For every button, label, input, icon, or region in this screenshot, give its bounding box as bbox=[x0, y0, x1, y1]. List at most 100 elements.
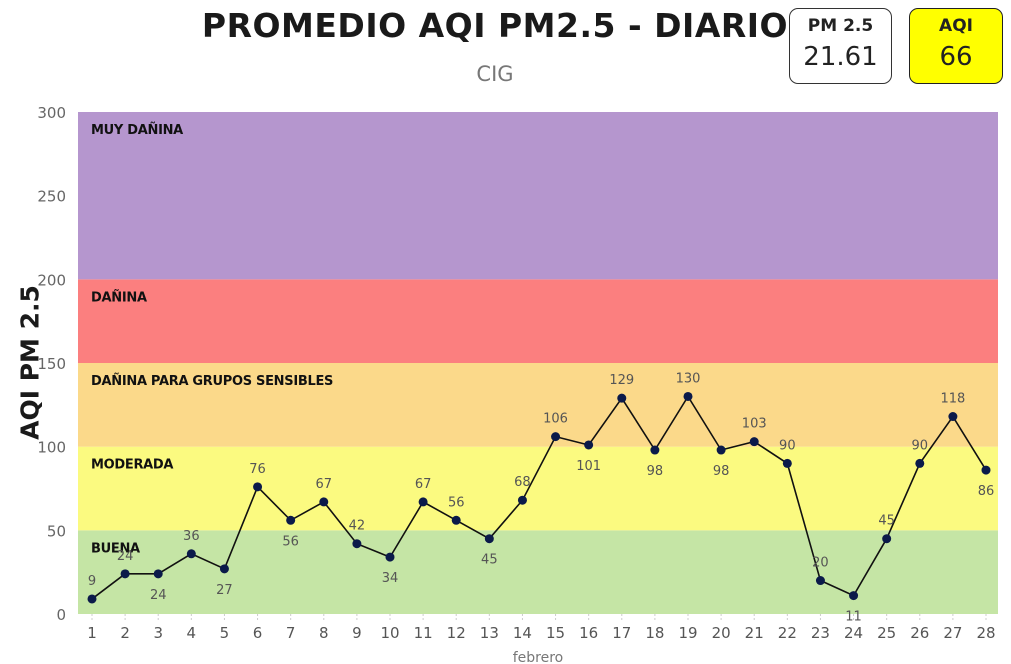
aqi-band bbox=[78, 530, 998, 614]
data-label: 118 bbox=[940, 392, 965, 407]
data-label: 56 bbox=[282, 534, 299, 549]
x-tick-label: 13 bbox=[480, 624, 499, 642]
data-label: 90 bbox=[779, 438, 796, 453]
data-label: 98 bbox=[647, 464, 664, 479]
data-label: 20 bbox=[812, 556, 829, 571]
y-tick-label: 0 bbox=[56, 606, 66, 624]
data-label: 67 bbox=[316, 477, 333, 492]
data-point bbox=[716, 445, 726, 455]
y-tick-label: 150 bbox=[37, 355, 66, 373]
x-tick-label: 22 bbox=[778, 624, 797, 642]
x-tick-label: 10 bbox=[380, 624, 399, 642]
data-label: 9 bbox=[88, 574, 96, 589]
data-point bbox=[153, 569, 163, 579]
data-point bbox=[87, 594, 97, 604]
data-point bbox=[186, 549, 196, 559]
pm25-card-value: 21.61 bbox=[803, 42, 878, 72]
x-tick-label: 2 bbox=[120, 624, 130, 642]
data-point bbox=[418, 497, 428, 507]
x-tick-label: 5 bbox=[220, 624, 230, 642]
data-point bbox=[981, 465, 991, 475]
data-point bbox=[286, 515, 296, 525]
chart-title: PROMEDIO AQI PM2.5 - DIARIO bbox=[201, 6, 789, 45]
data-point bbox=[650, 445, 660, 455]
data-point bbox=[385, 552, 395, 562]
data-label: 76 bbox=[249, 462, 266, 477]
x-tick-label: 11 bbox=[414, 624, 433, 642]
pm25-card-label: PM 2.5 bbox=[807, 16, 874, 36]
data-point bbox=[948, 412, 958, 422]
x-tick-label: 12 bbox=[447, 624, 466, 642]
data-label: 42 bbox=[349, 519, 366, 534]
data-label: 129 bbox=[609, 373, 634, 388]
data-label: 11 bbox=[845, 610, 862, 625]
data-label: 67 bbox=[415, 477, 432, 492]
x-tick-label: 16 bbox=[579, 624, 598, 642]
x-tick-label: 24 bbox=[844, 624, 863, 642]
data-point bbox=[782, 458, 792, 468]
data-label: 27 bbox=[216, 583, 233, 598]
data-point bbox=[617, 393, 627, 403]
x-tick-label: 4 bbox=[187, 624, 197, 642]
data-point bbox=[915, 458, 925, 468]
aqi-band bbox=[78, 112, 998, 280]
x-tick-label: 18 bbox=[645, 624, 664, 642]
x-tick-label: 9 bbox=[352, 624, 362, 642]
data-point bbox=[120, 569, 130, 579]
x-tick-label: 21 bbox=[745, 624, 764, 642]
band-label: BUENA bbox=[91, 541, 140, 556]
data-label: 36 bbox=[183, 529, 200, 544]
x-tick-label: 26 bbox=[910, 624, 929, 642]
data-point bbox=[253, 482, 263, 492]
data-label: 98 bbox=[713, 464, 730, 479]
x-axis-label: febrero bbox=[513, 650, 564, 664]
data-point bbox=[517, 495, 527, 505]
data-label: 56 bbox=[448, 495, 465, 510]
data-point bbox=[352, 539, 362, 549]
data-point bbox=[484, 534, 494, 544]
x-tick-label: 25 bbox=[877, 624, 896, 642]
data-point bbox=[749, 437, 759, 447]
data-point bbox=[882, 534, 892, 544]
data-point bbox=[551, 432, 561, 442]
x-tick-label: 1 bbox=[87, 624, 97, 642]
aqi-band bbox=[78, 363, 998, 447]
data-label: 45 bbox=[481, 553, 498, 568]
data-label: 68 bbox=[514, 475, 531, 490]
y-tick-label: 100 bbox=[37, 439, 66, 457]
data-point bbox=[849, 591, 859, 601]
x-tick-label: 19 bbox=[678, 624, 697, 642]
band-label: MODERADA bbox=[91, 458, 173, 473]
x-tick-label: 7 bbox=[286, 624, 296, 642]
data-point bbox=[683, 391, 693, 401]
chart-subtitle: CIG bbox=[476, 62, 514, 86]
x-tick-label: 6 bbox=[253, 624, 263, 642]
x-tick-label: 17 bbox=[612, 624, 631, 642]
data-label: 101 bbox=[576, 459, 601, 474]
band-label: MUY DAÑINA bbox=[91, 122, 183, 138]
y-tick-label: 300 bbox=[37, 104, 66, 122]
data-point bbox=[219, 564, 229, 574]
x-tick-label: 20 bbox=[712, 624, 731, 642]
aqi-card-label: AQI bbox=[939, 16, 973, 36]
aqi-band bbox=[78, 279, 998, 363]
data-point bbox=[584, 440, 594, 450]
x-tick-label: 14 bbox=[513, 624, 532, 642]
data-label: 103 bbox=[742, 417, 767, 432]
band-label: DAÑINA PARA GRUPOS SENSIBLES bbox=[91, 373, 333, 389]
data-label: 24 bbox=[150, 588, 167, 603]
aqi-band bbox=[78, 446, 998, 531]
x-tick-label: 3 bbox=[153, 624, 163, 642]
pm25-card: PM 2.5 21.61 bbox=[789, 8, 892, 84]
aqi-card: AQI 66 bbox=[909, 8, 1003, 84]
data-label: 130 bbox=[676, 371, 701, 386]
y-tick-label: 250 bbox=[37, 188, 66, 206]
data-point bbox=[815, 576, 825, 586]
series-line bbox=[91, 394, 987, 600]
x-tick-label: 15 bbox=[546, 624, 565, 642]
y-tick-label: 50 bbox=[47, 522, 66, 540]
x-tick-label: 23 bbox=[811, 624, 830, 642]
data-label: 106 bbox=[543, 412, 568, 427]
band-label: DAÑINA bbox=[91, 289, 147, 305]
